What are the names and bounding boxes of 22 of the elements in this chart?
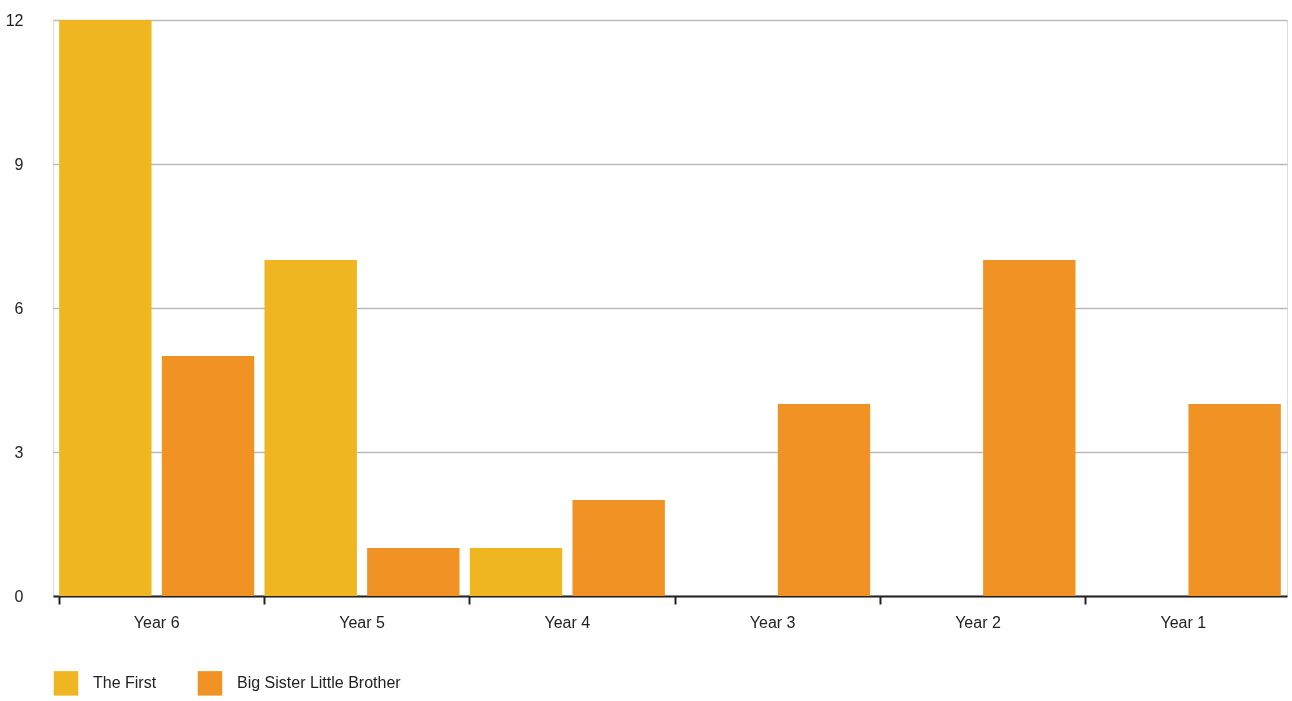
bar bbox=[469, 548, 563, 596]
legend-label: Big Sister Little Brother bbox=[237, 674, 402, 692]
x-tick-label: Year 3 bbox=[749, 613, 796, 631]
bar bbox=[572, 500, 665, 596]
legend-label: The First bbox=[93, 674, 157, 692]
y-tick-label: 9 bbox=[14, 155, 24, 173]
y-tick-label: 3 bbox=[14, 443, 24, 461]
bar bbox=[1188, 404, 1281, 596]
bar bbox=[777, 404, 871, 596]
x-tick-label: Year 5 bbox=[339, 613, 385, 631]
bar bbox=[367, 548, 460, 596]
y-tick-label: 12 bbox=[5, 11, 24, 29]
x-tick-label: Year 6 bbox=[133, 613, 180, 631]
bar bbox=[983, 260, 1076, 596]
bar bbox=[264, 260, 357, 596]
y-tick-label: 6 bbox=[14, 299, 24, 317]
x-tick-label: Year 1 bbox=[1160, 613, 1207, 631]
x-tick-label: Year 4 bbox=[544, 613, 591, 631]
bar bbox=[161, 356, 255, 596]
y-tick-label: 0 bbox=[14, 587, 24, 605]
bar bbox=[59, 20, 152, 596]
x-tick-label: Year 2 bbox=[955, 613, 1001, 631]
